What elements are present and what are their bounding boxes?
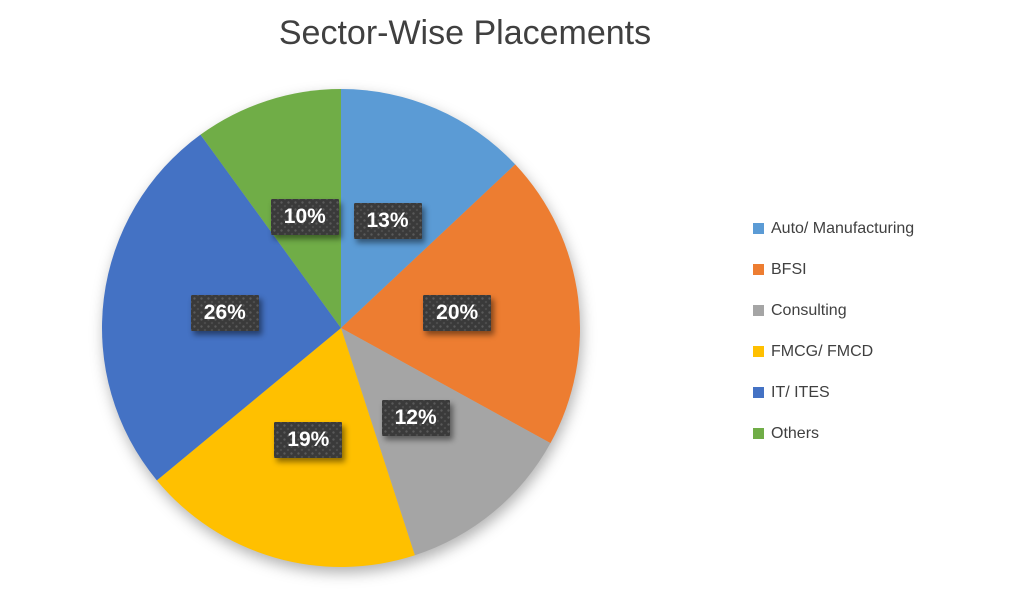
legend-item-label: Auto/ Manufacturing <box>771 220 915 237</box>
legend-item-bfsi: BFSI <box>753 260 914 279</box>
legend-item-label: IT/ ITES <box>771 384 830 401</box>
legend-item-fmcg-fmcd: FMCG/ FMCD <box>753 342 914 361</box>
legend-item-auto-manufacturing: Auto/ Manufacturing <box>753 219 914 238</box>
chart-title: Sector-Wise Placements <box>278 14 652 52</box>
legend-item-label: FMCG/ FMCD <box>771 343 874 360</box>
legend-swatch-icon <box>753 305 764 316</box>
legend-swatch-icon <box>753 346 764 357</box>
pie-slice-consulting <box>341 328 551 556</box>
legend-item-label: Consulting <box>771 302 847 319</box>
legend-item-consulting: Consulting <box>753 301 914 320</box>
pie-slice-fmcg-fmcd <box>156 328 415 567</box>
legend-item-label: Others <box>771 425 820 442</box>
legend-swatch-icon <box>753 223 764 234</box>
legend-swatch-icon <box>753 428 764 439</box>
legend-item-it-ites: IT/ ITES <box>753 383 914 402</box>
legend-item-others: Others <box>753 424 914 443</box>
pie-slice-auto-manufacturing <box>341 89 516 328</box>
pie-slice-others <box>200 89 341 328</box>
legend: Auto/ Manufacturing BFSI Consulting FMCG… <box>753 219 914 443</box>
legend-item-label: BFSI <box>771 261 807 278</box>
legend-swatch-icon <box>753 387 764 398</box>
legend-swatch-icon <box>753 264 764 275</box>
